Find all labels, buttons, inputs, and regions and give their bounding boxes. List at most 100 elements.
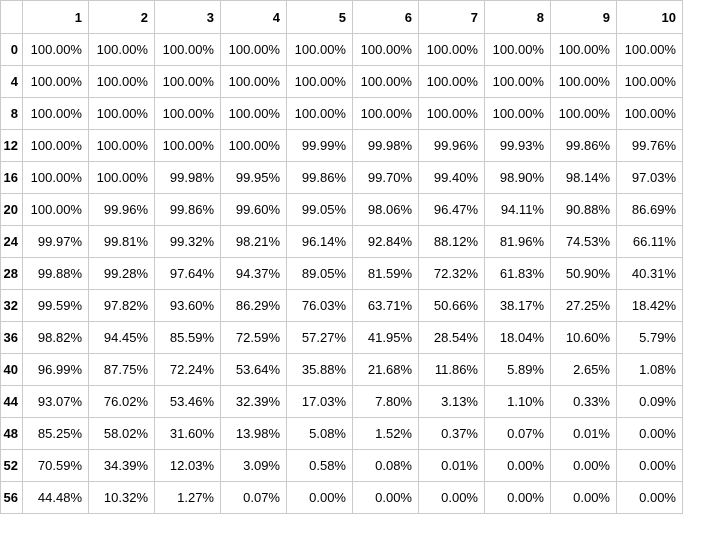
cell[interactable]: 97.03% [616, 161, 683, 194]
cell[interactable]: 21.68% [352, 353, 419, 386]
cell[interactable]: 10.60% [550, 321, 617, 354]
cell[interactable]: 96.14% [286, 225, 353, 258]
cell[interactable]: 0.01% [418, 449, 485, 482]
cell[interactable]: 100.00% [22, 97, 89, 130]
cell[interactable]: 97.64% [154, 257, 221, 290]
cell[interactable]: 81.96% [484, 225, 551, 258]
cell[interactable]: 17.03% [286, 385, 353, 418]
cell[interactable]: 87.75% [88, 353, 155, 386]
cell[interactable]: 34.39% [88, 449, 155, 482]
cell[interactable]: 94.45% [88, 321, 155, 354]
cell[interactable]: 100.00% [154, 65, 221, 98]
cell[interactable]: 100.00% [418, 97, 485, 130]
cell[interactable]: 72.32% [418, 257, 485, 290]
column-header[interactable]: 4 [220, 0, 287, 34]
row-header[interactable]: 20 [0, 193, 23, 226]
cell[interactable]: 99.70% [352, 161, 419, 194]
cell[interactable]: 0.00% [550, 449, 617, 482]
cell[interactable]: 98.14% [550, 161, 617, 194]
row-header[interactable]: 28 [0, 257, 23, 290]
cell[interactable]: 93.60% [154, 289, 221, 322]
row-header[interactable]: 44 [0, 385, 23, 418]
cell[interactable]: 100.00% [418, 33, 485, 66]
cell[interactable]: 0.09% [616, 385, 683, 418]
row-header[interactable]: 52 [0, 449, 23, 482]
cell[interactable]: 99.81% [88, 225, 155, 258]
cell[interactable]: 100.00% [154, 129, 221, 162]
cell[interactable]: 88.12% [418, 225, 485, 258]
cell[interactable]: 0.08% [352, 449, 419, 482]
cell[interactable]: 57.27% [286, 321, 353, 354]
cell[interactable]: 0.33% [550, 385, 617, 418]
cell[interactable]: 99.28% [88, 257, 155, 290]
column-header[interactable]: 7 [418, 0, 485, 34]
cell[interactable]: 41.95% [352, 321, 419, 354]
cell[interactable]: 100.00% [352, 33, 419, 66]
cell[interactable]: 98.82% [22, 321, 89, 354]
cell[interactable]: 74.53% [550, 225, 617, 258]
column-header[interactable]: 3 [154, 0, 221, 34]
cell[interactable]: 85.59% [154, 321, 221, 354]
cell[interactable]: 0.00% [484, 481, 551, 514]
cell[interactable]: 0.00% [550, 481, 617, 514]
row-header[interactable]: 40 [0, 353, 23, 386]
row-header[interactable]: 48 [0, 417, 23, 450]
cell[interactable]: 90.88% [550, 193, 617, 226]
cell[interactable]: 99.98% [352, 129, 419, 162]
cell[interactable]: 93.07% [22, 385, 89, 418]
cell[interactable]: 81.59% [352, 257, 419, 290]
cell[interactable]: 66.11% [616, 225, 683, 258]
cell[interactable]: 99.76% [616, 129, 683, 162]
cell[interactable]: 99.95% [220, 161, 287, 194]
cell[interactable]: 96.47% [418, 193, 485, 226]
cell[interactable]: 28.54% [418, 321, 485, 354]
cell[interactable]: 53.46% [154, 385, 221, 418]
cell[interactable]: 1.27% [154, 481, 221, 514]
cell[interactable]: 98.90% [484, 161, 551, 194]
cell[interactable]: 3.13% [418, 385, 485, 418]
row-header[interactable]: 16 [0, 161, 23, 194]
cell[interactable]: 89.05% [286, 257, 353, 290]
row-header[interactable]: 0 [0, 33, 23, 66]
cell[interactable]: 0.07% [220, 481, 287, 514]
cell[interactable]: 13.98% [220, 417, 287, 450]
column-header[interactable]: 8 [484, 0, 551, 34]
cell[interactable]: 38.17% [484, 289, 551, 322]
cell[interactable]: 100.00% [616, 65, 683, 98]
cell[interactable]: 1.08% [616, 353, 683, 386]
cell[interactable]: 99.59% [22, 289, 89, 322]
cell[interactable]: 2.65% [550, 353, 617, 386]
row-header[interactable]: 4 [0, 65, 23, 98]
cell[interactable]: 100.00% [418, 65, 485, 98]
cell[interactable]: 0.00% [616, 417, 683, 450]
cell[interactable]: 100.00% [352, 97, 419, 130]
cell[interactable]: 99.32% [154, 225, 221, 258]
cell[interactable]: 86.29% [220, 289, 287, 322]
cell[interactable]: 1.10% [484, 385, 551, 418]
cell[interactable]: 100.00% [550, 97, 617, 130]
cell[interactable]: 27.25% [550, 289, 617, 322]
cell[interactable]: 100.00% [286, 65, 353, 98]
cell[interactable]: 100.00% [220, 65, 287, 98]
cell[interactable]: 35.88% [286, 353, 353, 386]
column-header[interactable]: 6 [352, 0, 419, 34]
cell[interactable]: 99.88% [22, 257, 89, 290]
cell[interactable]: 99.60% [220, 193, 287, 226]
cell[interactable]: 0.07% [484, 417, 551, 450]
cell[interactable]: 76.03% [286, 289, 353, 322]
cell[interactable]: 44.48% [22, 481, 89, 514]
cell[interactable]: 99.86% [286, 161, 353, 194]
cell[interactable]: 100.00% [286, 33, 353, 66]
cell[interactable]: 63.71% [352, 289, 419, 322]
cell[interactable]: 72.59% [220, 321, 287, 354]
cell[interactable]: 18.42% [616, 289, 683, 322]
cell[interactable]: 100.00% [22, 161, 89, 194]
cell[interactable]: 99.97% [22, 225, 89, 258]
cell[interactable]: 100.00% [220, 129, 287, 162]
column-header[interactable]: 9 [550, 0, 617, 34]
cell[interactable]: 99.98% [154, 161, 221, 194]
row-header[interactable]: 56 [0, 481, 23, 514]
cell[interactable]: 99.96% [88, 193, 155, 226]
cell[interactable]: 11.86% [418, 353, 485, 386]
cell[interactable]: 5.08% [286, 417, 353, 450]
